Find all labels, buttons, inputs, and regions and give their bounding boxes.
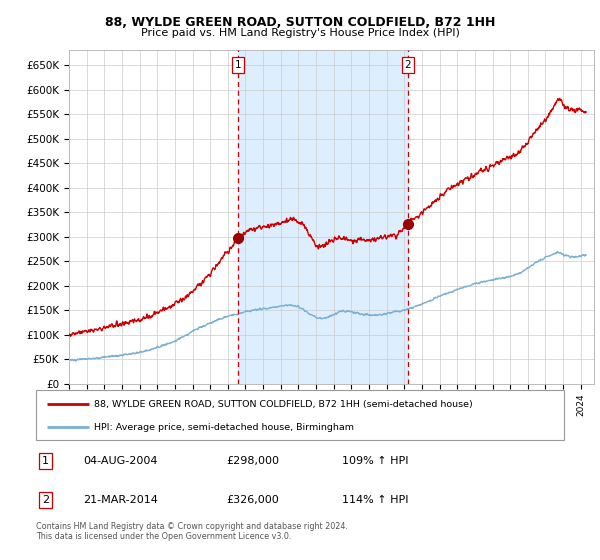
Text: 88, WYLDE GREEN ROAD, SUTTON COLDFIELD, B72 1HH: 88, WYLDE GREEN ROAD, SUTTON COLDFIELD, …: [105, 16, 495, 29]
Text: 88, WYLDE GREEN ROAD, SUTTON COLDFIELD, B72 1HH (semi-detached house): 88, WYLDE GREEN ROAD, SUTTON COLDFIELD, …: [94, 400, 473, 409]
Text: 1: 1: [42, 456, 49, 466]
Text: 2: 2: [404, 60, 412, 70]
Text: 21-MAR-2014: 21-MAR-2014: [83, 495, 158, 505]
Text: 04-AUG-2004: 04-AUG-2004: [83, 456, 158, 466]
Text: 1: 1: [235, 60, 241, 70]
Text: 109% ↑ HPI: 109% ↑ HPI: [342, 456, 409, 466]
Text: £326,000: £326,000: [226, 495, 279, 505]
Text: Contains HM Land Registry data © Crown copyright and database right 2024.
This d: Contains HM Land Registry data © Crown c…: [36, 522, 348, 542]
Text: 2: 2: [42, 495, 49, 505]
Text: HPI: Average price, semi-detached house, Birmingham: HPI: Average price, semi-detached house,…: [94, 423, 354, 432]
Text: 114% ↑ HPI: 114% ↑ HPI: [342, 495, 409, 505]
Bar: [238, 50, 408, 384]
Text: £298,000: £298,000: [226, 456, 279, 466]
Text: Price paid vs. HM Land Registry's House Price Index (HPI): Price paid vs. HM Land Registry's House …: [140, 28, 460, 38]
